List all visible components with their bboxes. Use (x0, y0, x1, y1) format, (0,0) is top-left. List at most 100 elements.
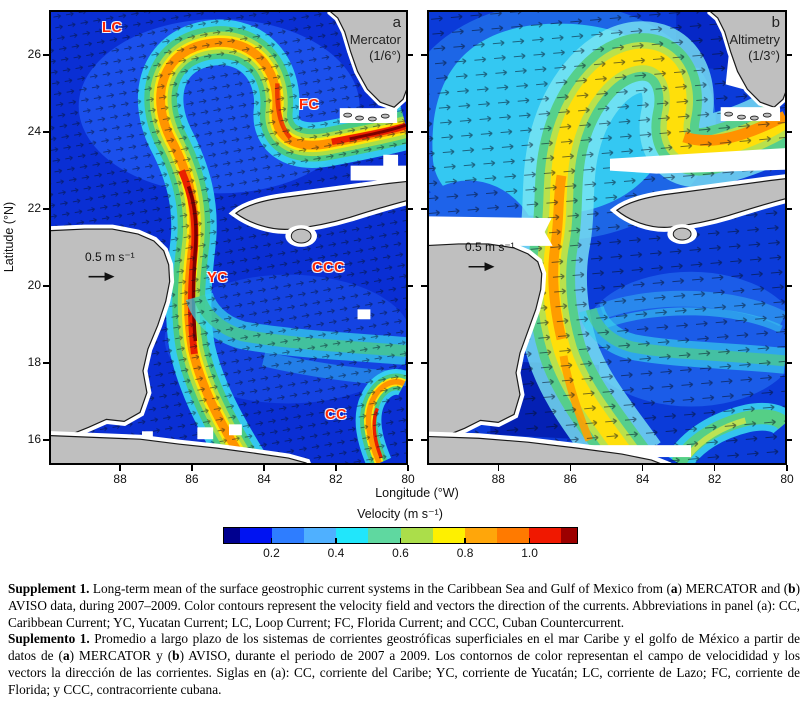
florida-keys-b (724, 111, 772, 121)
x-tick-mark (335, 465, 337, 471)
colorbar-tick-mark (528, 538, 531, 544)
y-tick-mark-right (787, 208, 792, 210)
x-tick-label: 88 (113, 472, 127, 486)
y-tick-mark (43, 439, 49, 441)
current-label-cc: CC (325, 407, 347, 423)
x-tick-label: 86 (185, 472, 199, 486)
y-tick-mark-right (408, 208, 413, 210)
x-tick-mark (713, 465, 716, 471)
x-tick-label: 82 (329, 472, 343, 486)
y-tick-mark (421, 362, 427, 364)
colorbar-segment (224, 528, 241, 543)
y-tick-mark-right (787, 54, 792, 56)
colorbar-tick-mark (270, 538, 272, 544)
isla-juventud (290, 228, 312, 244)
y-tick-mark (43, 131, 49, 133)
y-tick-mark-right (408, 54, 413, 56)
colorbar-title: Velocity (m s⁻¹) (357, 507, 443, 521)
y-tick-mark (43, 208, 49, 210)
panel-a-resolution-label: (1/6°) (369, 48, 401, 64)
current-label-lc: LC (102, 20, 123, 36)
y-tick-mark-right (408, 131, 413, 133)
florida-keys (343, 112, 390, 122)
y-tick-mark-right (787, 362, 792, 364)
x-tick-label: 80 (780, 472, 794, 486)
x-tick-mark (191, 465, 193, 471)
y-tick-mark-right (787, 285, 792, 287)
colorbar-tick-mark (335, 538, 337, 544)
colorbar-tick-label: 0.8 (456, 546, 474, 560)
panel-b-scale-label: 0.5 m s⁻¹ (465, 240, 515, 254)
colorbar-segment (304, 528, 337, 543)
colorbar-segment (240, 528, 273, 543)
panel-a-corner-label: a (392, 14, 401, 31)
y-tick-mark (421, 208, 427, 210)
x-tick-mark (263, 465, 265, 471)
y-tick-label: 26 (27, 47, 41, 61)
current-label-fc: FC (299, 97, 320, 113)
panel-a-corner-info: a Mercator (1/6°) (350, 14, 401, 64)
y-tick-label: 24 (27, 124, 41, 138)
panel-b-corner-label: b (771, 14, 780, 31)
current-label-ccc: CCC (312, 260, 345, 276)
panel-a-scale-label: 0.5 m s⁻¹ (85, 250, 135, 264)
land-b (429, 12, 785, 463)
caption-english: Supplement 1. Long-term mean of the surf… (8, 581, 800, 630)
x-tick-label: 82 (707, 472, 722, 486)
colorbar-tick-label: 0.2 (263, 546, 280, 560)
y-tick-mark-right (408, 439, 413, 441)
y-tick-mark (421, 131, 427, 133)
panel-a-map-graphic (51, 12, 406, 463)
panel-b-resolution-label: (1/3°) (748, 48, 780, 64)
x-tick-label: 80 (401, 472, 415, 486)
panel-b-corner-info: b Altimetry (1/3°) (729, 14, 780, 64)
x-tick-mark (569, 465, 572, 471)
x-tick-mark (641, 465, 644, 471)
colorbar-tick-label: 0.4 (327, 546, 345, 560)
y-tick-mark (43, 362, 49, 364)
x-tick-label: 88 (491, 472, 505, 486)
land-a (51, 12, 406, 463)
y-tick-mark (43, 285, 49, 287)
x-tick-mark (786, 465, 788, 471)
y-tick-mark-right (408, 285, 413, 287)
x-tick-label: 84 (257, 472, 271, 486)
x-tick-mark (119, 465, 121, 471)
colorbar-segment (368, 528, 401, 543)
panel-a-map: a Mercator (1/6°) 0.5 m s⁻¹ LC FC YC CCC CC (49, 10, 408, 465)
y-tick-mark (421, 439, 427, 441)
y-tick-label: 16 (27, 432, 41, 446)
panel-b-map: b Altimetry (1/3°) 0.5 m s⁻¹ (427, 10, 787, 465)
colorbar-segment (560, 528, 578, 543)
current-label-yc: YC (207, 270, 229, 286)
longitude-axis-label: Longitude (°W) (375, 486, 459, 500)
colorbar-segment (400, 528, 433, 543)
panel-a-source-label: Mercator (349, 32, 401, 48)
y-tick-label: 22 (27, 201, 41, 215)
isla-juventud-b (672, 227, 692, 241)
colorbar-segment (496, 528, 529, 543)
colorbar-tick-mark (399, 538, 402, 544)
colorbar-segment (528, 528, 561, 543)
colorbar-segment (464, 528, 497, 543)
x-tick-mark (407, 465, 409, 471)
y-tick-label: 20 (27, 278, 41, 292)
colorbar-tick-label: 0.6 (392, 546, 409, 560)
y-tick-mark (421, 54, 427, 56)
colorbar-segment (272, 528, 305, 543)
y-tick-mark-right (787, 131, 792, 133)
colorbar-tick-label: 1.0 (521, 546, 538, 560)
colorbar-tick-mark (464, 538, 466, 544)
y-tick-mark-right (787, 439, 792, 441)
caption-spanish: Suplemento 1. Promedio a largo plazo de … (8, 631, 801, 697)
panel-b-source-label: Altimetry (729, 32, 780, 48)
panel-b-map-graphic (429, 12, 785, 463)
y-tick-label: 18 (27, 355, 41, 369)
y-tick-mark (43, 54, 49, 56)
colorbar-segment (432, 528, 465, 543)
figure-caption: Supplement 1. Long-term mean of the surf… (8, 581, 800, 699)
y-tick-mark-right (408, 362, 413, 364)
x-tick-label: 86 (563, 472, 577, 486)
y-tick-mark (421, 285, 427, 287)
